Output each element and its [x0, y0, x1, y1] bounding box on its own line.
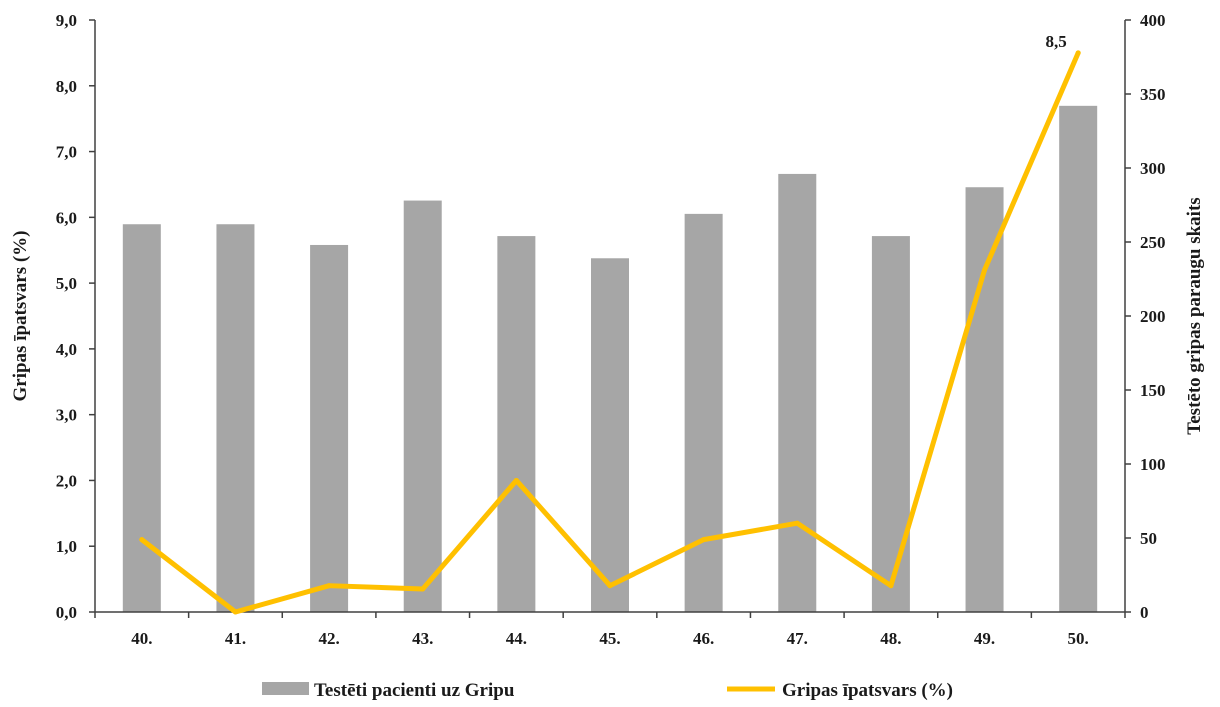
- left-tick-label: 8,0: [56, 77, 77, 96]
- x-tick-label: 40.: [131, 629, 152, 648]
- bar: [1059, 105, 1098, 612]
- left-tick-label: 5,0: [56, 274, 77, 293]
- right-tick-label: 0: [1140, 603, 1149, 622]
- line-point: [420, 586, 426, 592]
- line-point: [139, 537, 145, 543]
- tick-labels: 0,0 1,0 2,0 3,0 4,0 5,0 6,0 7,0 8,0 9,0 0 50 100 150 2…: [10, 11, 1205, 648]
- right-tick-label: 350: [1140, 85, 1166, 104]
- right-tick-label: 250: [1140, 233, 1166, 252]
- legend: Testēti pacienti uz Gripu Gripas īpatsvar…: [262, 680, 953, 701]
- bar: [310, 244, 349, 612]
- line-point: [607, 583, 613, 589]
- left-tick-label: 4,0: [56, 340, 77, 359]
- line-series: [139, 50, 1081, 615]
- bar: [778, 173, 817, 613]
- x-tick-label: 49.: [974, 629, 995, 648]
- line-point: [232, 609, 238, 615]
- left-tick-label: 1,0: [56, 537, 77, 556]
- right-tick-label: 150: [1140, 381, 1166, 400]
- line-point: [982, 267, 988, 273]
- left-tick-label: 0,0: [56, 603, 77, 622]
- x-tick-label: 50.: [1068, 629, 1089, 648]
- line-point: [888, 583, 894, 589]
- left-tick-label: 7,0: [56, 143, 77, 162]
- bar: [403, 200, 442, 612]
- x-tick-label: 47.: [787, 629, 808, 648]
- bar: [684, 213, 723, 612]
- x-tick-label: 43.: [412, 629, 433, 648]
- right-tick-label: 50: [1140, 529, 1157, 548]
- line-point: [513, 477, 519, 483]
- legend-swatch-bar: [262, 682, 309, 695]
- bar: [122, 224, 161, 613]
- x-tick-label: 42.: [318, 629, 339, 648]
- bar: [497, 236, 536, 612]
- left-tick-label: 6,0: [56, 208, 77, 227]
- x-tick-label: 45.: [599, 629, 620, 648]
- bar: [871, 236, 910, 612]
- left-tick-label: 3,0: [56, 406, 77, 425]
- x-tick-label: 41.: [225, 629, 246, 648]
- right-axis-title: Testēto gripas paraugu skaits: [1184, 197, 1205, 434]
- line-point: [326, 583, 332, 589]
- axes: [89, 19, 1131, 618]
- left-axis-title: Gripas īpatsvars (%): [10, 231, 31, 402]
- bar: [965, 187, 1004, 613]
- right-tick-label: 200: [1140, 307, 1166, 326]
- x-tick-label: 48.: [880, 629, 901, 648]
- left-tick-label: 9,0: [56, 11, 77, 30]
- legend-label-line: Gripas īpatsvars (%): [782, 680, 953, 701]
- bar: [216, 224, 255, 613]
- x-tick-label: 44.: [506, 629, 527, 648]
- line-point: [701, 537, 707, 543]
- bar: [591, 258, 629, 612]
- right-tick-label: 100: [1140, 455, 1166, 474]
- data-label: 8,5: [1046, 32, 1067, 51]
- left-tick-label: 2,0: [56, 471, 77, 490]
- right-tick-label: 300: [1140, 159, 1166, 178]
- x-tick-label: 46.: [693, 629, 714, 648]
- line-point: [794, 520, 800, 526]
- line-point: [1075, 50, 1081, 56]
- bar-series: [122, 105, 1098, 613]
- right-tick-label: 400: [1140, 11, 1166, 30]
- legend-label-bar: Testēti pacienti uz Gripu: [314, 680, 515, 701]
